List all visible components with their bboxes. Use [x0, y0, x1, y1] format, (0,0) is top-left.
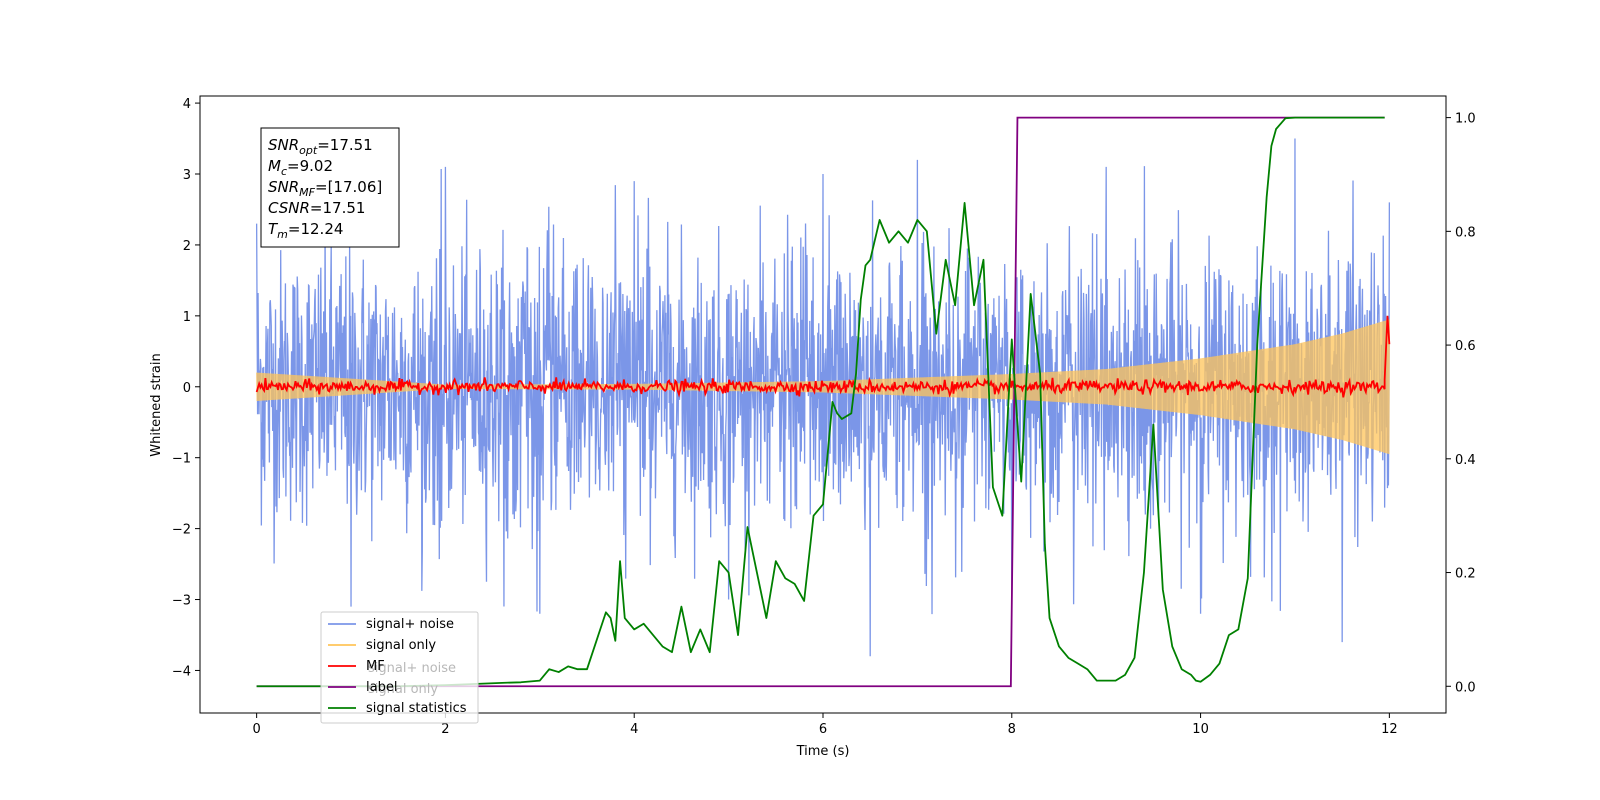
legend-ghost-label: signal+ noise: [368, 661, 456, 676]
series-signal-statistics: [256, 116, 1385, 688]
x-axis-label: Time (s): [796, 744, 850, 759]
annotation-line: CSNR=17.51: [268, 199, 365, 217]
annotation-value: =9.02: [287, 157, 333, 175]
legend-label: label: [366, 680, 397, 695]
series-label: [256, 116, 1385, 688]
y2-tick-label: 0.2: [1455, 567, 1476, 582]
annotation-lines: SNRopt=17.51Mc=9.02SNRMF=[17.06]CSNR=17.…: [268, 136, 382, 241]
annotation-symbol: CSNR: [268, 199, 310, 217]
annotation-symbol: SNR: [268, 178, 299, 196]
y2-tick-label: 0.4: [1455, 453, 1476, 468]
legend-label: MF: [366, 659, 385, 674]
legend-label: signal only: [366, 638, 436, 653]
annotation-value: =12.24: [288, 220, 344, 238]
x-tick-label: 2: [441, 722, 449, 737]
y-tick-label: −1: [172, 452, 191, 467]
y-axis-label: Whitened strain: [149, 353, 164, 456]
y-tick-label: −3: [172, 594, 191, 609]
annotation-line: Tm=12.24: [268, 220, 343, 241]
legend-label: signal+ noise: [366, 617, 454, 632]
x-tick-label: 12: [1381, 722, 1398, 737]
annotation-box: SNRopt=17.51Mc=9.02SNRMF=[17.06]CSNR=17.…: [260, 127, 400, 248]
y-tick-label: −2: [172, 523, 191, 538]
y-tick-label: −4: [172, 664, 191, 679]
legend-frame: [320, 611, 479, 724]
legend-label: signal statistics: [366, 701, 467, 716]
annotation-symbol: SNR: [268, 136, 299, 154]
y2-tick-label: 0.0: [1455, 680, 1476, 695]
annotation-value: =[17.06]: [315, 178, 382, 196]
y-tick-label: 2: [183, 239, 191, 254]
annotation-subscript: MF: [299, 186, 315, 199]
annotation-line: SNRMF=[17.06]: [268, 178, 382, 199]
series-mf: [255, 315, 1391, 398]
annotation-value: =17.51: [317, 136, 373, 154]
y2-tick-label: 1.0: [1455, 112, 1476, 127]
annotation-line: SNRopt=17.51: [268, 136, 373, 157]
y2-tick-label: 0.8: [1455, 225, 1476, 240]
x-tick-label: 8: [1008, 722, 1016, 737]
annotation-frame: [260, 127, 400, 248]
series-signal-noise: [255, 138, 1391, 657]
y-tick-label: 4: [183, 97, 191, 112]
annotation-subscript: c: [281, 165, 287, 178]
y2-tick-label: 0.6: [1455, 339, 1476, 354]
x-tick-label: 0: [252, 722, 260, 737]
annotation-symbol: M: [268, 157, 281, 175]
x-axis: 0 2 4 6 8 10 12: [252, 713, 1398, 737]
annotation-symbol: T: [268, 220, 279, 238]
legend-ghost-label: signal only: [368, 682, 438, 697]
y-axis-left: −4 −3 −2 −1 0 1 2 3 4: [172, 97, 200, 679]
x-tick-label: 10: [1192, 722, 1209, 737]
legend-ghost: signal+ noise signal only: [368, 661, 456, 697]
annotation-subscript: opt: [299, 144, 318, 157]
y-axis-right: 0.0 0.2 0.4 0.6 0.8 1.0: [1446, 112, 1476, 695]
annotation-subscript: m: [277, 228, 288, 241]
x-tick-label: 6: [819, 722, 827, 737]
y-tick-label: 0: [183, 381, 191, 396]
annotation-value: =17.51: [310, 199, 366, 217]
y-tick-label: 1: [183, 310, 191, 325]
x-tick-label: 4: [630, 722, 638, 737]
annotation-line: Mc=9.02: [268, 157, 333, 178]
series-layer: [255, 116, 1391, 688]
y-tick-label: 3: [183, 168, 191, 183]
legend-entries: signal+ noise signal only MF label signal st…: [328, 617, 467, 716]
